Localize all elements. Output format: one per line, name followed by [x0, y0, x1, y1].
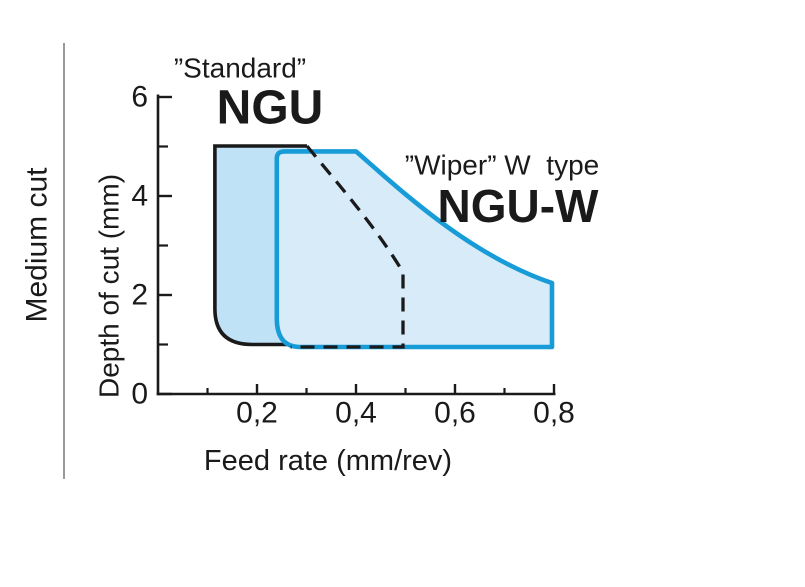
y-axis-label: Depth of cut (mm): [94, 174, 125, 398]
ngu-w-region: [274, 149, 555, 350]
x-axis-tick-label: 0,4: [335, 397, 377, 430]
ngu-region-outline: [213, 144, 307, 347]
x-axis-tick-label: 0,2: [236, 397, 278, 430]
ngu-title: NGU: [217, 82, 324, 135]
y-axis-tick-label: 6: [131, 81, 148, 114]
standard-quote-label: ”Standard”: [174, 53, 306, 84]
ngu-w-title: NGU-W: [438, 180, 600, 232]
section-label: Medium cut: [21, 167, 54, 323]
y-axis-tick-label: 4: [131, 180, 148, 213]
x-axis-tick-label: 0,8: [533, 397, 575, 430]
x-axis-tick-label: 0,6: [434, 397, 476, 430]
wiper-quote-label: ”Wiper” W type: [405, 150, 599, 181]
y-axis-tick-label: 0: [131, 378, 148, 411]
x-axis-label: Feed rate (mm/rev): [204, 445, 452, 477]
y-axis-tick-label: 2: [131, 279, 148, 312]
